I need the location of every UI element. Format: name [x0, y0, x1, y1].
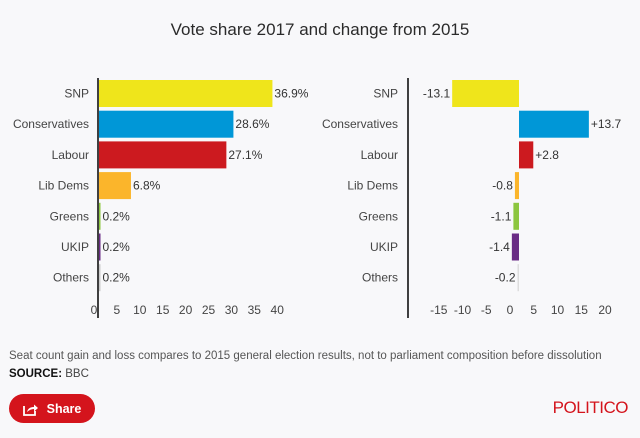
left-tick-label: 15 — [156, 303, 170, 317]
right-tick-label: 5 — [530, 303, 537, 317]
left-category-label: UKIP — [61, 240, 89, 254]
right-bar-ukip — [511, 233, 519, 261]
right-data-label: -13.1 — [423, 87, 451, 101]
right-tick-label: 15 — [575, 303, 589, 317]
left-bar-others — [99, 264, 101, 292]
right-data-label: -0.2 — [495, 271, 516, 285]
share-label: Share — [46, 401, 82, 416]
source-label: SOURCE: — [9, 368, 63, 380]
right-bar-others — [517, 264, 519, 292]
right-data-label: +13.7 — [591, 117, 622, 131]
left-tick-label: 30 — [225, 303, 239, 317]
left-bar-conservatives — [99, 110, 234, 138]
right-category-label: Labour — [361, 148, 398, 162]
left-bar-ukip — [99, 233, 101, 261]
left-data-label: 0.2% — [103, 209, 131, 223]
share-button[interactable]: Share — [9, 394, 95, 423]
politico-logo: POLITICO — [552, 398, 629, 417]
left-data-label: 0.2% — [103, 240, 131, 254]
right-tick-label: -15 — [430, 303, 448, 317]
left-category-label: Greens — [50, 209, 89, 223]
right-data-label: -1.4 — [489, 240, 510, 254]
left-tick-label: 35 — [248, 303, 262, 317]
right-bar-lib-dems — [514, 172, 519, 200]
left-data-label: 0.2% — [103, 271, 131, 285]
right-bar-snp — [452, 80, 519, 107]
right-data-label: -1.1 — [491, 209, 512, 223]
left-data-label: 36.9% — [274, 87, 308, 101]
left-bar-labour — [99, 141, 227, 169]
right-data-label: +2.8 — [535, 148, 559, 162]
source-line: SOURCE: BBC — [9, 368, 89, 380]
left-tick-label: 20 — [179, 303, 193, 317]
share-icon — [22, 404, 38, 416]
left-category-label: Labour — [52, 148, 89, 162]
chart-title: Vote share 2017 and change from 2015 — [170, 20, 470, 39]
right-category-label: Lib Dems — [347, 179, 398, 193]
left-tick-label: 10 — [133, 303, 147, 317]
left-data-label: 6.8% — [133, 179, 161, 193]
right-category-label: SNP — [373, 87, 398, 101]
right-bar-conservatives — [519, 110, 589, 138]
chart-area: SNP 36.9% Conservatives 28.6% Labour 27.1% Lib… — [13, 78, 622, 318]
right-tick-label: 20 — [598, 303, 612, 317]
left-tick-label: 5 — [114, 303, 121, 317]
right-tick-label: 0 — [507, 303, 514, 317]
left-category-label: SNP — [64, 87, 89, 101]
right-category-label: UKIP — [370, 240, 398, 254]
left-data-label: 28.6% — [235, 117, 269, 131]
right-category-label: Greens — [359, 209, 398, 223]
right-category-label: Others — [362, 271, 398, 285]
left-bar-greens — [99, 202, 101, 230]
right-data-label: -0.8 — [492, 179, 513, 193]
left-tick-label: 25 — [202, 303, 216, 317]
right-tick-label: -5 — [481, 303, 492, 317]
left-tick-label: 40 — [271, 303, 285, 317]
footnote: Seat count gain and loss compares to 201… — [9, 350, 602, 362]
right-bar-labour — [519, 141, 534, 169]
left-data-label: 27.1% — [228, 148, 262, 162]
right-category-label: Conservatives — [322, 117, 398, 131]
right-bar-greens — [513, 202, 519, 230]
right-tick-label: -10 — [454, 303, 472, 317]
left-bar-lib-dems — [99, 172, 131, 200]
right-tick-label: 10 — [551, 303, 565, 317]
left-category-label: Others — [53, 271, 89, 285]
source-value: BBC — [65, 368, 89, 380]
left-tick-label: 0 — [91, 303, 98, 317]
left-category-label: Conservatives — [13, 117, 89, 131]
left-bar-snp — [99, 80, 273, 107]
left-category-label: Lib Dems — [38, 179, 89, 193]
